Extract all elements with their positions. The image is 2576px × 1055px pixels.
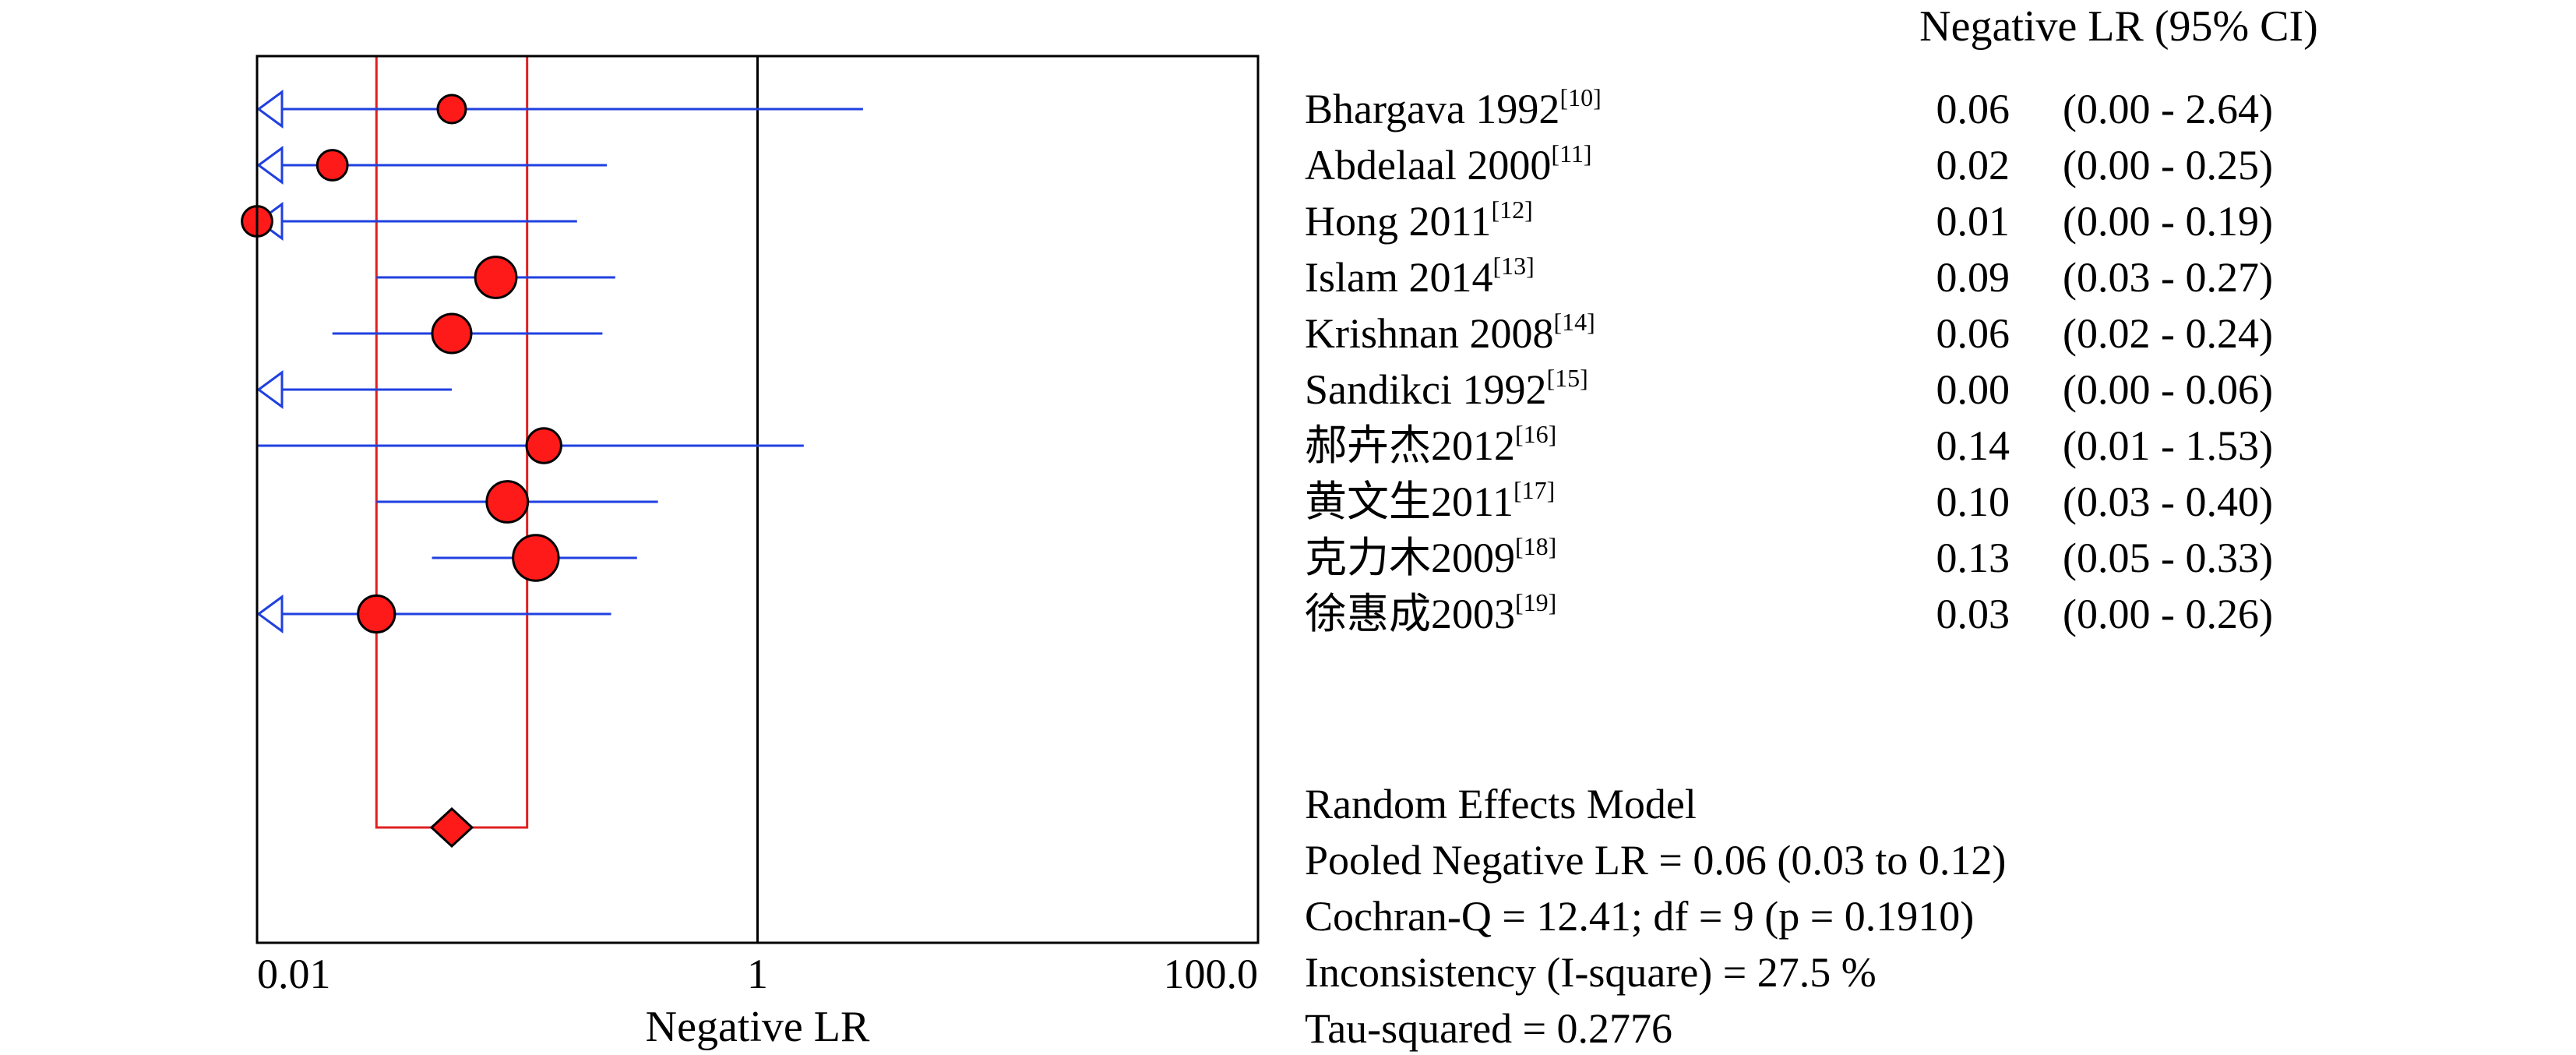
study-estimate: 0.14 <box>1936 422 2010 469</box>
study-rows <box>241 90 863 634</box>
study-ci: (0.00 - 0.26) <box>2063 591 2273 637</box>
study-ci: (0.00 - 0.19) <box>2063 198 2273 245</box>
summary-line: Tau-squared = 0.2776 <box>1305 1005 1672 1052</box>
point-estimate <box>512 534 560 582</box>
summary-line: Cochran-Q = 12.41; df = 9 (p = 0.1910) <box>1305 893 1974 940</box>
pooled-estimate <box>429 806 474 849</box>
x-axis-label: Negative LR <box>646 1003 870 1051</box>
study-reference: [17] <box>1514 476 1555 504</box>
study-label: 克力木2009[18] <box>1305 532 1556 581</box>
ci-truncation-arrow <box>256 90 284 129</box>
summary-line: Random Effects Model <box>1305 781 1697 827</box>
study-ci: (0.00 - 2.64) <box>2063 86 2273 132</box>
study-ci: (0.00 - 0.25) <box>2063 142 2273 189</box>
point-estimate <box>357 594 396 634</box>
study-label: Sandikci 1992[15] <box>1305 364 1588 413</box>
study-label: 徐惠成2003[19] <box>1305 588 1556 637</box>
x-tick-label: 0.01 <box>257 951 331 997</box>
study-estimate: 0.00 <box>1936 366 2010 413</box>
study-name: Bhargava 1992 <box>1305 86 1559 132</box>
study-reference: [16] <box>1515 420 1556 448</box>
study-estimate: 0.13 <box>1936 535 2010 581</box>
study-reference: [11] <box>1551 139 1591 168</box>
plot-frame <box>255 55 1260 944</box>
summary-line: Pooled Negative LR = 0.06 (0.03 to 0.12) <box>1305 837 2006 884</box>
study-estimate: 0.06 <box>1936 86 2010 132</box>
study-reference: [13] <box>1492 252 1534 280</box>
column-header: Negative LR (95% CI) <box>1919 2 2318 51</box>
pooled-diamond <box>429 806 474 849</box>
study-name: 郝卉杰2012 <box>1305 422 1515 469</box>
study-label: Islam 2014[13] <box>1305 252 1535 301</box>
study-estimate: 0.01 <box>1936 198 2010 245</box>
study-reference: [15] <box>1546 364 1588 392</box>
study-estimate: 0.10 <box>1936 478 2010 525</box>
study-estimate: 0.02 <box>1936 142 2010 189</box>
study-estimate: 0.09 <box>1936 254 2010 301</box>
study-name: Islam 2014 <box>1305 254 1492 301</box>
point-estimate <box>436 94 467 125</box>
pooled-ci-band-outline <box>375 56 529 829</box>
x-axis-ticks: 0.01 1 100.0 <box>257 951 1258 997</box>
study-name: Hong 2011 <box>1305 198 1492 245</box>
pooled-ci-band <box>375 56 529 829</box>
study-ci: (0.03 - 0.27) <box>2063 254 2273 301</box>
point-estimate <box>525 427 562 464</box>
point-estimate <box>315 149 349 182</box>
study-label: 黄文生2011[17] <box>1305 476 1555 525</box>
study-name: 徐惠成2003 <box>1305 591 1515 637</box>
x-tick-label: 100.0 <box>1164 951 1259 997</box>
study-name: Abdelaal 2000 <box>1305 142 1551 189</box>
ci-truncation-arrow <box>256 370 284 409</box>
summary-line: Inconsistency (I-square) = 27.5 % <box>1305 949 1876 996</box>
study-name: Krishnan 2008 <box>1305 310 1553 357</box>
study-ci: (0.02 - 0.24) <box>2063 310 2273 357</box>
study-ci: (0.00 - 0.06) <box>2063 366 2273 413</box>
point-estimate <box>431 312 473 355</box>
study-estimate: 0.03 <box>1936 591 2010 637</box>
ci-truncation-arrow <box>256 146 284 185</box>
study-label: 郝卉杰2012[16] <box>1305 420 1556 469</box>
point-estimate <box>474 256 518 299</box>
study-ci: (0.01 - 1.53) <box>2063 422 2273 469</box>
study-label: Krishnan 2008[14] <box>1305 308 1595 357</box>
study-labels: Bhargava 1992[10] 0.06 (0.00 - 2.64) Abdela… <box>1305 83 2273 637</box>
point-estimate <box>485 480 530 524</box>
study-reference: [12] <box>1492 196 1533 224</box>
study-name: 克力木2009 <box>1305 535 1515 581</box>
study-label: Hong 2011[12] <box>1305 196 1533 245</box>
study-estimate: 0.06 <box>1936 310 2010 357</box>
ci-truncation-arrow <box>256 595 284 633</box>
study-ci: (0.03 - 0.40) <box>2063 478 2273 525</box>
study-name: Sandikci 1992 <box>1305 366 1546 413</box>
study-reference: [19] <box>1515 588 1556 616</box>
x-tick-label: 1 <box>747 951 768 997</box>
summary-statistics: Random Effects Model Pooled Negative LR =… <box>1305 781 2006 1052</box>
study-label: Bhargava 1992[10] <box>1305 83 1602 132</box>
study-reference: [18] <box>1515 532 1556 560</box>
study-ci: (0.05 - 0.33) <box>2063 535 2273 581</box>
study-reference: [10] <box>1559 83 1601 111</box>
study-name: 黄文生2011 <box>1305 478 1514 525</box>
study-label: Abdelaal 2000[11] <box>1305 139 1592 189</box>
study-reference: [14] <box>1553 308 1595 336</box>
